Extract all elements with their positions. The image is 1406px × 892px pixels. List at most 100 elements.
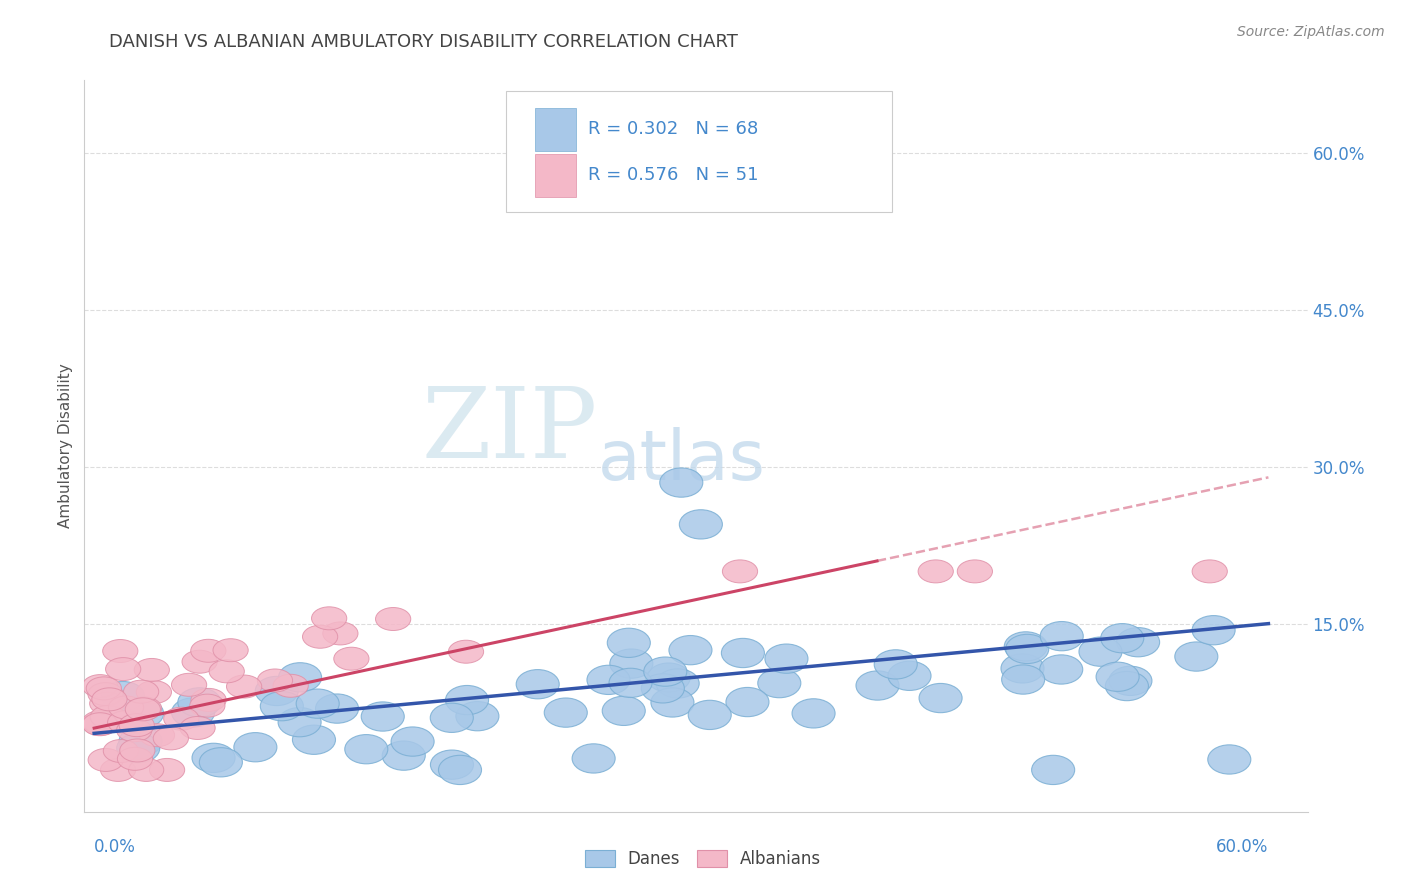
Ellipse shape xyxy=(1208,745,1251,774)
Ellipse shape xyxy=(657,669,699,698)
Ellipse shape xyxy=(83,713,118,735)
Ellipse shape xyxy=(607,628,651,657)
Text: 0.0%: 0.0% xyxy=(94,838,136,855)
Ellipse shape xyxy=(256,676,298,706)
Ellipse shape xyxy=(1039,655,1083,684)
Ellipse shape xyxy=(1175,642,1218,671)
Ellipse shape xyxy=(430,750,474,780)
Ellipse shape xyxy=(101,681,145,711)
Ellipse shape xyxy=(124,681,159,703)
Ellipse shape xyxy=(278,663,322,692)
Ellipse shape xyxy=(1109,666,1152,696)
Text: R = 0.302   N = 68: R = 0.302 N = 68 xyxy=(588,120,759,138)
Ellipse shape xyxy=(1192,615,1234,645)
Ellipse shape xyxy=(430,703,474,732)
Ellipse shape xyxy=(920,683,962,713)
Ellipse shape xyxy=(191,689,226,712)
Ellipse shape xyxy=(302,625,337,648)
Ellipse shape xyxy=(659,468,703,497)
Ellipse shape xyxy=(765,644,808,673)
Ellipse shape xyxy=(1097,662,1139,691)
Y-axis label: Ambulatory Disability: Ambulatory Disability xyxy=(58,364,73,528)
Ellipse shape xyxy=(1040,622,1083,651)
FancyBboxPatch shape xyxy=(534,108,576,151)
Ellipse shape xyxy=(181,650,218,673)
Ellipse shape xyxy=(889,661,931,690)
Ellipse shape xyxy=(456,701,499,731)
Ellipse shape xyxy=(333,648,368,670)
Ellipse shape xyxy=(103,640,138,663)
Ellipse shape xyxy=(120,739,155,762)
Ellipse shape xyxy=(212,639,249,662)
Ellipse shape xyxy=(172,673,207,697)
Ellipse shape xyxy=(190,694,225,717)
Ellipse shape xyxy=(725,688,769,716)
Text: atlas: atlas xyxy=(598,427,766,494)
Ellipse shape xyxy=(644,657,686,686)
Ellipse shape xyxy=(875,649,917,679)
FancyBboxPatch shape xyxy=(506,91,891,212)
Ellipse shape xyxy=(361,702,405,731)
Ellipse shape xyxy=(312,607,347,630)
FancyBboxPatch shape xyxy=(534,153,576,197)
Ellipse shape xyxy=(688,700,731,730)
Ellipse shape xyxy=(544,698,588,727)
Ellipse shape xyxy=(86,677,121,700)
Text: R = 0.576   N = 51: R = 0.576 N = 51 xyxy=(588,167,759,185)
Ellipse shape xyxy=(163,707,198,731)
Ellipse shape xyxy=(172,698,215,727)
Ellipse shape xyxy=(273,674,308,698)
Ellipse shape xyxy=(1101,624,1144,653)
Ellipse shape xyxy=(1004,632,1047,661)
Ellipse shape xyxy=(1078,637,1122,666)
Ellipse shape xyxy=(257,669,292,692)
Text: 60.0%: 60.0% xyxy=(1216,838,1268,855)
Ellipse shape xyxy=(297,689,339,718)
Ellipse shape xyxy=(723,560,758,582)
Ellipse shape xyxy=(139,723,174,747)
Ellipse shape xyxy=(117,719,152,742)
Ellipse shape xyxy=(609,668,652,698)
Legend: Danes, Albanians: Danes, Albanians xyxy=(578,843,828,875)
Ellipse shape xyxy=(177,688,221,717)
Ellipse shape xyxy=(108,696,143,719)
Ellipse shape xyxy=(91,688,127,711)
Ellipse shape xyxy=(679,509,723,539)
Text: Source: ZipAtlas.com: Source: ZipAtlas.com xyxy=(1237,25,1385,39)
Ellipse shape xyxy=(127,697,162,720)
Ellipse shape xyxy=(610,649,652,678)
Ellipse shape xyxy=(90,692,125,715)
Ellipse shape xyxy=(602,697,645,725)
Ellipse shape xyxy=(1192,560,1227,582)
Ellipse shape xyxy=(83,674,118,698)
Ellipse shape xyxy=(1001,654,1045,683)
Ellipse shape xyxy=(856,671,898,700)
Ellipse shape xyxy=(260,691,304,721)
Ellipse shape xyxy=(918,560,953,582)
Text: DANISH VS ALBANIAN AMBULATORY DISABILITY CORRELATION CHART: DANISH VS ALBANIAN AMBULATORY DISABILITY… xyxy=(108,33,738,51)
Ellipse shape xyxy=(1032,756,1074,785)
Ellipse shape xyxy=(651,688,695,717)
Ellipse shape xyxy=(89,682,124,706)
Ellipse shape xyxy=(323,622,359,645)
Ellipse shape xyxy=(1005,634,1049,664)
Ellipse shape xyxy=(449,640,484,664)
Ellipse shape xyxy=(382,741,425,771)
Text: ZIP: ZIP xyxy=(422,384,598,479)
Ellipse shape xyxy=(153,727,188,750)
Ellipse shape xyxy=(233,732,277,762)
Ellipse shape xyxy=(134,658,169,681)
Ellipse shape xyxy=(108,711,143,734)
Ellipse shape xyxy=(586,665,630,695)
Ellipse shape xyxy=(439,756,481,785)
Ellipse shape xyxy=(375,607,411,631)
Ellipse shape xyxy=(193,743,235,772)
Ellipse shape xyxy=(1105,672,1149,701)
Ellipse shape xyxy=(149,758,184,781)
Ellipse shape xyxy=(128,758,163,781)
Ellipse shape xyxy=(180,716,215,739)
Ellipse shape xyxy=(391,727,434,756)
Ellipse shape xyxy=(669,635,711,665)
Ellipse shape xyxy=(83,711,118,733)
Ellipse shape xyxy=(758,668,801,698)
